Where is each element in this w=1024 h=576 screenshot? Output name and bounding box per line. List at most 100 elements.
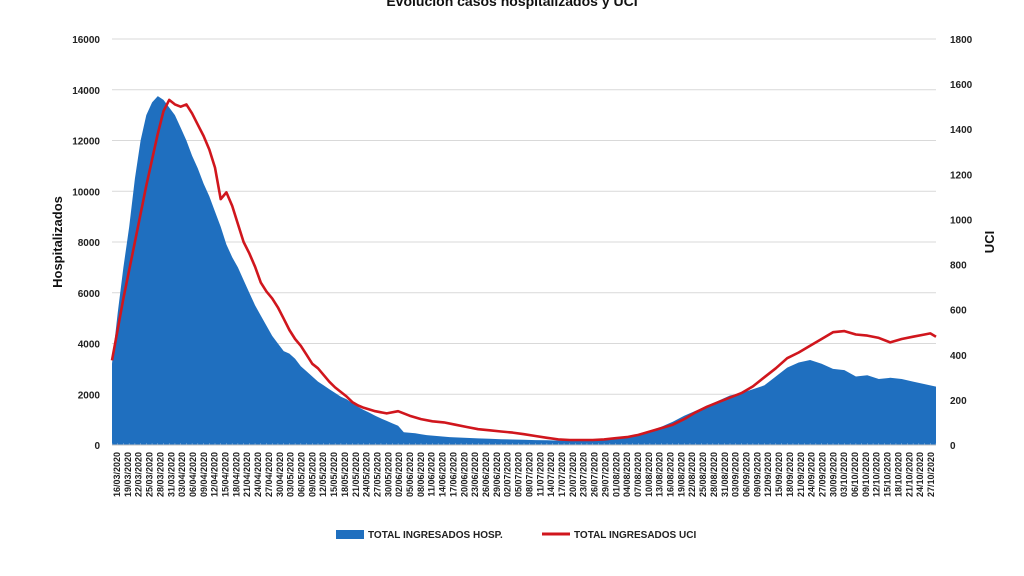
legend: TOTAL INGRESADOS HOSP. TOTAL INGRESADOS …	[336, 530, 696, 541]
x-tick-label: 07/08/2020	[633, 452, 643, 497]
x-tick-label: 15/05/2020	[329, 452, 339, 497]
y-right-tick-label: 1400	[950, 125, 973, 136]
y-right-tick-label: 1600	[950, 80, 973, 91]
x-tick-label: 13/08/2020	[655, 452, 665, 497]
icu-line	[110, 98, 937, 442]
x-tick-label: 29/06/2020	[492, 452, 502, 497]
x-tick-label: 25/03/2020	[145, 452, 155, 497]
x-tick-label: 17/07/2020	[557, 452, 567, 497]
x-tick-label: 27/04/2020	[264, 452, 274, 497]
x-tick-label: 04/08/2020	[622, 452, 632, 497]
x-tick-label: 09/10/2020	[861, 452, 871, 497]
x-tick-label: 19/08/2020	[676, 452, 686, 497]
hospitalized-area	[112, 96, 936, 445]
x-tick-label: 05/07/2020	[514, 452, 524, 497]
y-right-tick-label: 200	[950, 396, 967, 407]
y-right-tick-label: 600	[950, 306, 967, 317]
x-tick-label: 24/10/2020	[915, 452, 925, 497]
x-tick-label: 24/04/2020	[253, 452, 263, 497]
x-tick-label: 06/04/2020	[188, 452, 198, 497]
x-tick-label: 19/03/2020	[123, 452, 133, 497]
x-axis-ticks: 16/03/2020 19/03/2020 22/03/2020 25/03/2020…	[112, 452, 936, 497]
x-tick-label: 12/04/2020	[210, 452, 220, 497]
x-tick-label: 12/09/2020	[763, 452, 773, 497]
y-left-tick-label: 4000	[78, 340, 101, 351]
x-tick-label: 06/05/2020	[297, 452, 307, 497]
chart-title: Evolución casos hospitalizados y UCI	[386, 0, 637, 9]
x-tick-label: 10/08/2020	[644, 452, 654, 497]
x-tick-label: 21/10/2020	[904, 452, 914, 497]
y-left-tick-label: 10000	[72, 187, 100, 198]
x-tick-label: 22/03/2020	[134, 452, 144, 497]
x-tick-label: 18/04/2020	[231, 452, 241, 497]
legend-hosp-label: TOTAL INGRESADOS HOSP.	[368, 530, 503, 541]
x-tick-label: 12/05/2020	[318, 452, 328, 497]
x-tick-label: 30/04/2020	[275, 452, 285, 497]
legend-uci-label: TOTAL INGRESADOS UCI	[574, 530, 696, 541]
x-tick-label: 03/09/2020	[731, 452, 741, 497]
x-tick-label: 05/06/2020	[405, 452, 415, 497]
x-tick-label: 09/09/2020	[752, 452, 762, 497]
hospitalized-series	[111, 96, 937, 445]
x-tick-label: 03/10/2020	[839, 452, 849, 497]
y-left-tick-label: 16000	[72, 35, 100, 46]
y-right-tick-label: 1800	[950, 35, 973, 46]
x-tick-label: 08/07/2020	[524, 452, 534, 497]
x-tick-label: 09/04/2020	[199, 452, 209, 497]
x-tick-label: 20/06/2020	[459, 452, 469, 497]
y-left-tick-label: 2000	[78, 390, 101, 401]
y-left-tick-label: 0	[94, 441, 100, 452]
icu-series	[110, 98, 937, 442]
x-tick-label: 27/09/2020	[818, 452, 828, 497]
x-tick-label: 01/08/2020	[611, 452, 621, 497]
left-axis-title: Hospitalizados	[50, 196, 65, 288]
x-tick-label: 06/09/2020	[742, 452, 752, 497]
x-tick-label: 28/03/2020	[155, 452, 165, 497]
y-right-tick-label: 0	[950, 441, 956, 452]
y-left-tick-label: 14000	[72, 86, 100, 97]
x-tick-label: 18/09/2020	[785, 452, 795, 497]
x-tick-label: 03/05/2020	[286, 452, 296, 497]
x-tick-label: 15/10/2020	[883, 452, 893, 497]
x-tick-label: 15/04/2020	[221, 452, 231, 497]
x-tick-label: 30/05/2020	[383, 452, 393, 497]
x-tick-label: 03/04/2020	[177, 452, 187, 497]
x-tick-label: 18/05/2020	[340, 452, 350, 497]
x-tick-label: 02/06/2020	[394, 452, 404, 497]
x-tick-label: 27/10/2020	[926, 452, 936, 497]
right-axis-title: UCI	[982, 231, 997, 253]
x-tick-label: 27/05/2020	[373, 452, 383, 497]
x-tick-label: 20/07/2020	[568, 452, 578, 497]
x-tick-label: 02/07/2020	[503, 452, 513, 497]
x-tick-label: 14/06/2020	[438, 452, 448, 497]
x-tick-label: 26/06/2020	[481, 452, 491, 497]
x-tick-label: 24/09/2020	[807, 452, 817, 497]
x-tick-label: 25/08/2020	[698, 452, 708, 497]
legend-hosp-swatch	[336, 530, 364, 539]
left-axis-ticks: 0 2000 4000 6000 8000 10000 12000 14000 16000	[72, 35, 100, 452]
x-tick-label: 15/09/2020	[774, 452, 784, 497]
x-tick-label: 14/07/2020	[546, 452, 556, 497]
x-tick-label: 30/09/2020	[828, 452, 838, 497]
y-right-tick-label: 400	[950, 351, 967, 362]
x-tick-label: 28/08/2020	[709, 452, 719, 497]
x-tick-label: 26/07/2020	[590, 452, 600, 497]
right-axis-ticks: 0 200 400 600 800 1000 1200 1400 1600 1800	[950, 35, 973, 452]
y-left-tick-label: 12000	[72, 137, 100, 148]
y-right-tick-label: 800	[950, 261, 967, 272]
x-tick-label: 29/07/2020	[600, 452, 610, 497]
x-tick-label: 11/06/2020	[427, 452, 437, 497]
y-right-tick-label: 1000	[950, 215, 973, 226]
y-left-tick-label: 8000	[78, 238, 101, 249]
x-tick-label: 22/08/2020	[687, 452, 697, 497]
x-tick-label: 16/03/2020	[112, 452, 122, 497]
x-tick-label: 09/05/2020	[307, 452, 317, 497]
x-tick-label: 23/06/2020	[470, 452, 480, 497]
y-right-tick-label: 1200	[950, 170, 973, 181]
x-tick-label: 31/08/2020	[720, 452, 730, 497]
x-tick-label: 17/06/2020	[449, 452, 459, 497]
x-tick-label: 24/05/2020	[362, 452, 372, 497]
x-tick-label: 21/09/2020	[796, 452, 806, 497]
x-tick-label: 31/03/2020	[166, 452, 176, 497]
x-tick-label: 06/10/2020	[850, 452, 860, 497]
